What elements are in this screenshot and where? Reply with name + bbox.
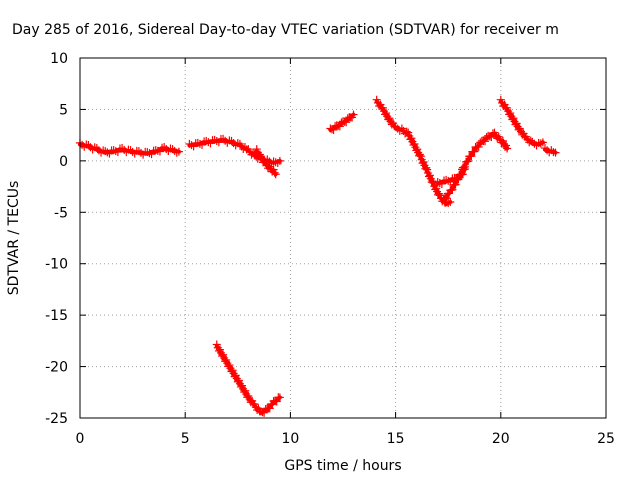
y-tick-label: -15 xyxy=(45,308,68,324)
data-point xyxy=(265,404,274,413)
chart-title: Day 285 of 2016, Sidereal Day-to-day VTE… xyxy=(12,22,559,38)
plot-frame xyxy=(79,57,607,419)
data-point xyxy=(464,157,473,166)
data-point xyxy=(434,189,443,198)
data-point xyxy=(442,194,451,203)
data-point xyxy=(275,393,284,402)
data-point xyxy=(271,170,280,179)
y-axis-label: SDTVAR / TECUs xyxy=(6,181,22,296)
data-points xyxy=(76,95,560,417)
data-point xyxy=(137,148,146,157)
x-tick-label: 5 xyxy=(181,431,190,447)
data-point xyxy=(538,138,547,147)
y-tick-label: -10 xyxy=(45,257,68,273)
data-point xyxy=(255,150,264,159)
data-point xyxy=(270,168,279,177)
data-point xyxy=(487,133,496,142)
data-point xyxy=(412,146,421,155)
x-tick-label: 25 xyxy=(597,431,615,447)
data-point xyxy=(349,110,358,119)
data-point xyxy=(421,164,430,173)
data-point xyxy=(252,145,261,154)
x-axis-label: GPS time / hours xyxy=(284,458,401,474)
series-10 xyxy=(540,144,560,157)
data-point xyxy=(272,397,281,406)
series-6 xyxy=(372,95,455,208)
data-point xyxy=(402,127,411,136)
x-tick-label: 15 xyxy=(387,431,405,447)
ticks: 0 5 10 15 20 25 -25 -20 -15 -10 -5 0 5 10 xyxy=(45,51,615,447)
data-point xyxy=(446,198,455,206)
data-point xyxy=(448,185,457,194)
data-point xyxy=(407,134,416,143)
y-tick-label: 5 xyxy=(59,102,68,118)
data-point xyxy=(416,152,425,161)
data-point xyxy=(481,137,490,146)
x-tick-label: 10 xyxy=(281,431,299,447)
series-1 xyxy=(76,138,183,159)
data-point xyxy=(431,185,440,194)
data-point xyxy=(404,128,413,137)
data-point xyxy=(415,150,424,159)
data-point xyxy=(425,171,434,180)
data-point xyxy=(551,148,560,157)
grid xyxy=(80,58,606,418)
series-8 xyxy=(439,128,512,203)
data-point xyxy=(470,147,479,156)
y-tick-label: -25 xyxy=(45,411,68,427)
data-point xyxy=(428,177,437,186)
y-tick-label: -20 xyxy=(45,360,68,376)
series-4 xyxy=(212,340,284,417)
data-point xyxy=(260,156,269,165)
series-3 xyxy=(252,145,280,179)
data-point xyxy=(461,162,470,171)
data-point xyxy=(342,118,351,127)
x-tick-label: 20 xyxy=(492,431,510,447)
series-5 xyxy=(326,110,358,134)
data-point xyxy=(260,408,269,417)
data-point xyxy=(329,125,338,134)
data-point xyxy=(457,170,466,179)
data-point xyxy=(422,163,431,172)
data-point xyxy=(467,152,476,161)
data-point xyxy=(275,156,284,165)
data-point xyxy=(503,144,512,153)
y-tick-label: 10 xyxy=(50,51,68,67)
series-9 xyxy=(496,95,547,150)
x-tick-label: 0 xyxy=(76,431,85,447)
data-point xyxy=(474,142,483,151)
data-point xyxy=(419,158,428,167)
data-point xyxy=(335,122,344,131)
data-point xyxy=(454,175,463,184)
y-tick-label: 0 xyxy=(59,154,68,170)
data-point xyxy=(174,147,183,156)
data-point xyxy=(451,180,460,189)
y-tick-label: -5 xyxy=(54,205,68,221)
data-point xyxy=(423,165,432,174)
